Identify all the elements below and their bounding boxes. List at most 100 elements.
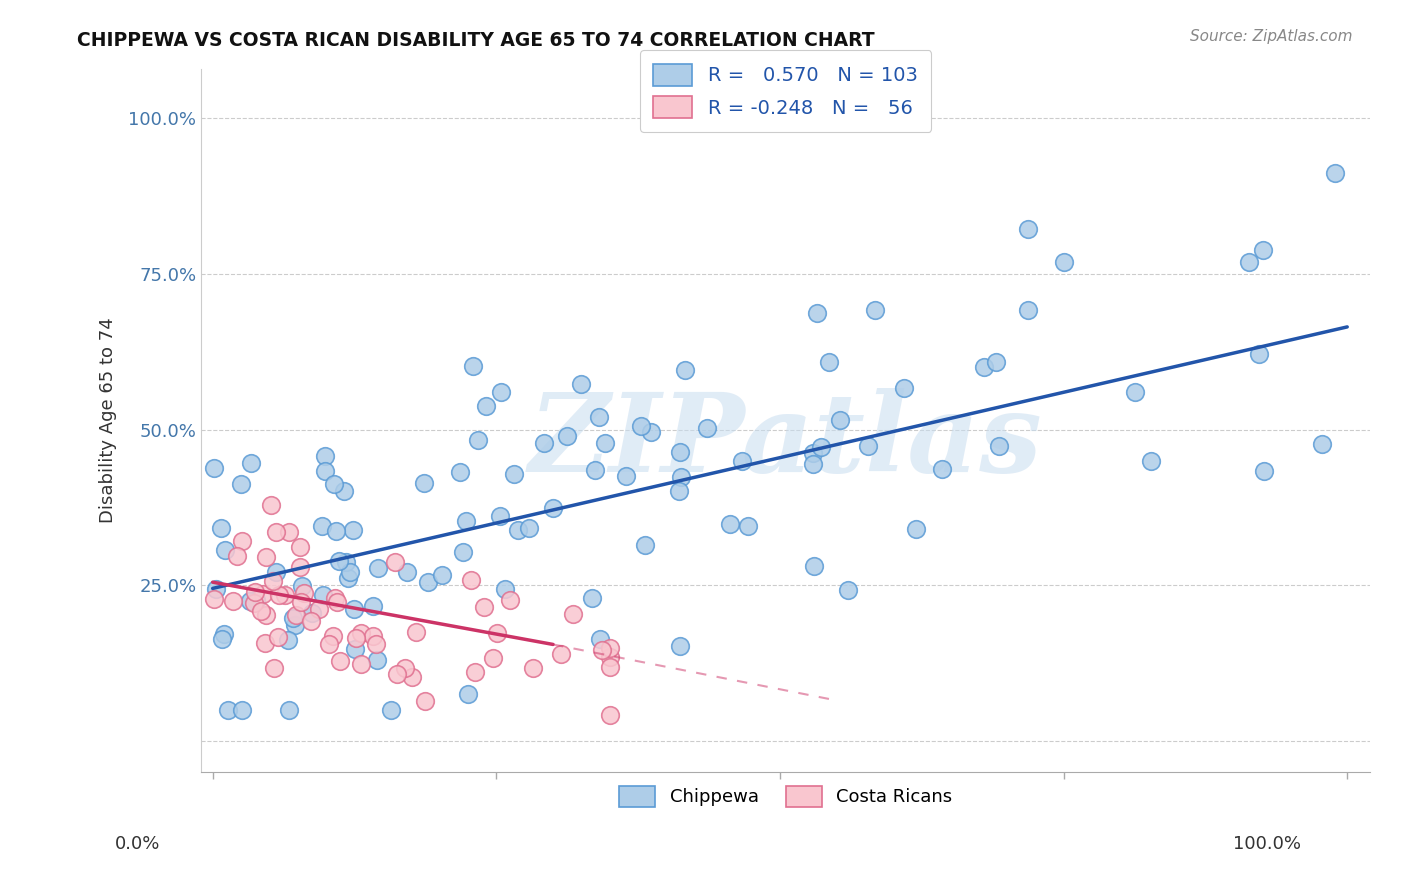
Point [264, 565, 287, 579]
Point [385, 667, 408, 681]
Point [1123, 385, 1146, 400]
Point [329, 654, 352, 668]
Point [225, 549, 247, 563]
Point [325, 591, 347, 606]
Point [245, 592, 267, 607]
Text: CHIPPEWA VS COSTA RICAN DISABILITY AGE 65 TO 74 CORRELATION CHART: CHIPPEWA VS COSTA RICAN DISABILITY AGE 6… [77, 31, 875, 50]
Point [1253, 464, 1275, 478]
Point [212, 627, 235, 641]
Point [283, 611, 305, 625]
Point [494, 582, 516, 596]
Point [337, 571, 360, 585]
Point [973, 359, 995, 374]
Point [380, 703, 402, 717]
Point [583, 462, 606, 476]
Point [343, 602, 366, 616]
Point [326, 595, 349, 609]
Point [460, 573, 482, 587]
Text: 100.0%: 100.0% [1233, 835, 1301, 853]
Point [231, 533, 253, 548]
Point [818, 355, 841, 369]
Point [671, 469, 693, 483]
Point [202, 592, 225, 607]
Point [311, 519, 333, 533]
Point [269, 589, 291, 603]
Point [522, 661, 544, 675]
Point [449, 465, 471, 479]
Point [599, 660, 621, 674]
Point [1017, 302, 1039, 317]
Point [322, 629, 344, 643]
Point [432, 568, 454, 582]
Point [325, 524, 347, 538]
Text: ZIPatlas: ZIPatlas [529, 388, 1043, 495]
Point [1247, 347, 1270, 361]
Point [328, 553, 350, 567]
Point [630, 418, 652, 433]
Point [416, 575, 439, 590]
Point [335, 555, 357, 569]
Point [562, 607, 585, 621]
Point [803, 446, 825, 460]
Point [253, 636, 276, 650]
Point [250, 604, 273, 618]
Legend: Chippewa, Costa Ricans: Chippewa, Costa Ricans [610, 777, 962, 816]
Point [284, 617, 307, 632]
Point [591, 643, 613, 657]
Point [239, 593, 262, 607]
Point [1237, 255, 1260, 269]
Point [252, 587, 274, 601]
Point [1251, 244, 1274, 258]
Point [984, 355, 1007, 369]
Point [243, 585, 266, 599]
Point [350, 657, 373, 672]
Point [1017, 222, 1039, 236]
Point [308, 602, 330, 616]
Point [1324, 166, 1347, 180]
Point [217, 703, 239, 717]
Point [277, 703, 299, 717]
Point [291, 579, 314, 593]
Point [614, 469, 637, 483]
Point [229, 476, 252, 491]
Point [267, 630, 290, 644]
Point [472, 599, 495, 614]
Point [988, 439, 1011, 453]
Point [931, 462, 953, 476]
Point [451, 545, 474, 559]
Point [599, 649, 621, 664]
Point [290, 595, 312, 609]
Text: 0.0%: 0.0% [115, 835, 160, 853]
Point [254, 608, 277, 623]
Point [830, 413, 852, 427]
Point [533, 436, 555, 450]
Point [288, 540, 311, 554]
Point [475, 399, 498, 413]
Point [384, 555, 406, 569]
Point [863, 303, 886, 318]
Point [343, 641, 366, 656]
Point [668, 483, 690, 498]
Point [593, 435, 616, 450]
Point [318, 637, 340, 651]
Point [669, 444, 692, 458]
Point [202, 460, 225, 475]
Point [405, 625, 427, 640]
Point [288, 559, 311, 574]
Point [277, 633, 299, 648]
Point [366, 653, 388, 667]
Point [550, 647, 572, 661]
Point [464, 665, 486, 679]
Point [361, 599, 384, 614]
Point [581, 591, 603, 606]
Point [205, 582, 228, 597]
Point [599, 641, 621, 656]
Point [506, 523, 529, 537]
Point [491, 384, 513, 399]
Point [264, 524, 287, 539]
Point [893, 381, 915, 395]
Point [314, 449, 336, 463]
Point [457, 687, 479, 701]
Point [214, 543, 236, 558]
Point [731, 454, 754, 468]
